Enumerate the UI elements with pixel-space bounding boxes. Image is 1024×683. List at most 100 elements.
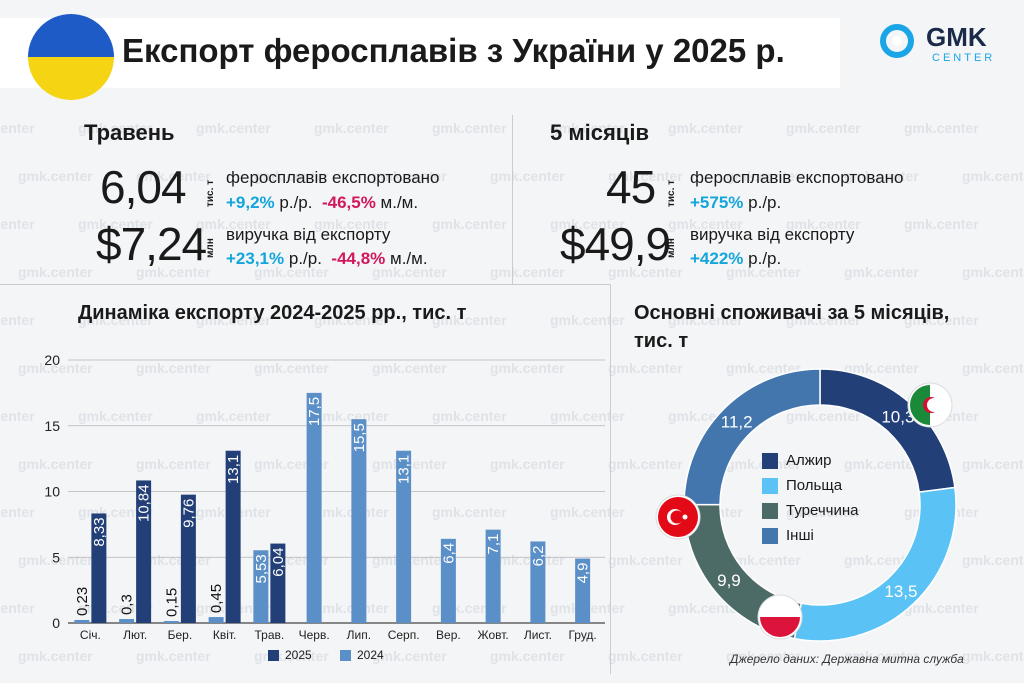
legend-label: Інші (786, 527, 814, 544)
may-volume-desc: феросплавів експортовано (226, 168, 440, 187)
watermark-text: gmk.center (372, 360, 447, 376)
watermark-text: gmk.center (844, 648, 919, 664)
bar-2024 (485, 529, 501, 623)
slice-label: 9,9 (717, 571, 741, 590)
watermark-text: gmk.center (314, 312, 389, 328)
five-months-heading: 5 місяців (550, 120, 649, 145)
y-tick-label: 10 (44, 484, 60, 500)
watermark-text: gmk.center (196, 216, 271, 232)
watermark-text: gmk.center (904, 600, 979, 616)
logo-ring-icon (880, 24, 914, 58)
watermark-text: gmk.center (844, 456, 919, 472)
watermark-text: gmk.center (18, 552, 93, 568)
may-volume-mom: -46,5% (321, 193, 376, 212)
watermark-text: gmk.center (550, 216, 625, 232)
data-label: 0,15 (163, 588, 180, 617)
may-volume-yoy: +9,2% (226, 193, 275, 212)
legend-swatch (762, 477, 778, 494)
watermark-text: gmk.center (18, 168, 93, 184)
watermark-text: gmk.center (490, 648, 565, 664)
watermark-text: gmk.center (18, 648, 93, 664)
watermark-text: gmk.center (18, 360, 93, 376)
y-tick-label: 20 (44, 352, 60, 368)
legend-swatch (762, 527, 778, 544)
watermark-text: gmk.center (314, 504, 389, 520)
bar-2024 (396, 450, 412, 623)
watermark-text: gmk.center (904, 216, 979, 232)
watermark-text: gmk.center (608, 552, 683, 568)
watermark-text: gmk.center (550, 408, 625, 424)
watermark-text: gmk.center (432, 408, 507, 424)
title-bar (0, 18, 840, 88)
legend-item-algeria: Алжир (762, 448, 858, 473)
bar-2025 (119, 619, 135, 623)
x-tick-label: Січ. (80, 628, 101, 642)
watermark-text: gmk.center (314, 408, 389, 424)
yoy-suffix: р./р. (274, 193, 313, 212)
watermark-text: gmk.center (668, 600, 743, 616)
donut-slice (683, 368, 821, 506)
watermark-text: gmk.center (136, 648, 211, 664)
watermark-text: gmk.center (962, 168, 1024, 184)
watermark-text: gmk.center (0, 216, 35, 232)
data-label: 4,9 (575, 563, 592, 584)
legend-swatch-2025 (268, 649, 279, 661)
legend-item-turkey: Туреччина (762, 498, 858, 523)
y-tick-label: 5 (52, 549, 60, 565)
data-label: 5,53 (253, 554, 270, 583)
watermark-text: gmk.center (786, 216, 861, 232)
watermark-text: gmk.center (726, 360, 801, 376)
watermark-text: gmk.center (550, 120, 625, 136)
watermark-text: gmk.center (962, 360, 1024, 376)
may-revenue-mom: -44,8% (331, 249, 386, 268)
watermark-text: gmk.center (254, 168, 329, 184)
watermark-text: gmk.center (254, 264, 329, 280)
watermark-text: gmk.center (726, 552, 801, 568)
x-tick-label: Вер. (436, 628, 461, 642)
mom-suffix: м./м. (375, 193, 419, 212)
logo-sub: CENTER (932, 52, 996, 64)
watermark-text: gmk.center (844, 360, 919, 376)
five-months-volume-unit: тис. т (666, 179, 677, 207)
watermark-text: gmk.center (432, 504, 507, 520)
five-months-volume-yoy: +575% (690, 193, 744, 212)
data-label: 15,5 (351, 423, 368, 452)
watermark-text: gmk.center (432, 120, 507, 136)
watermark-text: gmk.center (18, 456, 93, 472)
x-tick-label: Груд. (568, 628, 596, 642)
bar-2025 (270, 543, 286, 623)
bar-2024 (253, 550, 269, 623)
may-revenue-yoy: +23,1% (226, 249, 285, 268)
watermark-text: gmk.center (844, 264, 919, 280)
legend-swatch (762, 452, 778, 469)
five-months-revenue-changes: +422% р./р. (690, 249, 781, 269)
legend-item-2024: 2024 (340, 648, 384, 662)
five-months-revenue-yoy: +422% (690, 249, 744, 268)
watermark-text: gmk.center (78, 216, 153, 232)
watermark-text: gmk.center (314, 600, 389, 616)
data-label: 0,3 (119, 594, 136, 615)
turkey-flag-icon (655, 494, 701, 540)
x-tick-label: Черв. (299, 628, 330, 642)
watermark-text: gmk.center (608, 264, 683, 280)
watermark-text: gmk.center (608, 360, 683, 376)
data-label: 6,4 (440, 543, 457, 564)
five-months-revenue-unit: млн (666, 238, 677, 258)
algeria-flag-icon (907, 382, 953, 428)
donut-title-line1: Основні споживачі за 5 місяців, (634, 302, 950, 324)
watermark-text: gmk.center (668, 120, 743, 136)
watermark-text: gmk.center (490, 264, 565, 280)
y-tick-label: 15 (44, 418, 60, 434)
watermark-text: gmk.center (136, 456, 211, 472)
logo-main: GMK (926, 22, 987, 52)
data-label: 17,5 (306, 397, 323, 426)
legend-item-others: Інші (762, 523, 858, 548)
mom-suffix: м./м. (385, 249, 428, 268)
header: Експорт феросплавів з України у 2025 р. … (0, 0, 1024, 100)
divider (0, 284, 610, 285)
donut-legend: Алжир Польща Туреччина Інші (762, 448, 858, 548)
slice-label: 10,3 (881, 407, 914, 426)
watermark-text: gmk.center (962, 264, 1024, 280)
watermark-text: gmk.center (0, 600, 35, 616)
x-tick-label: Лют. (123, 628, 147, 642)
